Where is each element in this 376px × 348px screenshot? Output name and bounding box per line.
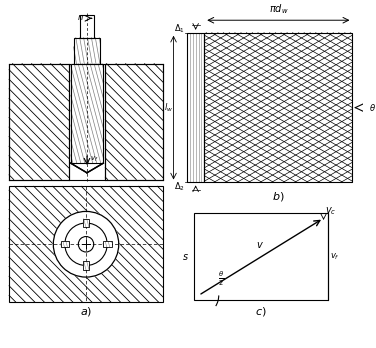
Bar [9,186,163,302]
Bar [71,64,103,163]
Text: $v$: $v$ [256,240,264,250]
Text: $n$: $n$ [77,13,84,22]
Bar [9,186,163,302]
Bar [71,163,103,173]
Bar [204,33,352,182]
Text: $\frac{\theta}{2}$: $\frac{\theta}{2}$ [218,270,224,288]
Text: $s$: $s$ [182,252,189,262]
Text: $\theta$: $\theta$ [369,102,376,113]
Circle shape [53,212,119,277]
Bar [61,242,69,247]
Text: $c)$: $c)$ [255,305,267,318]
Bar [187,33,204,182]
Bar [9,64,69,180]
Bar [83,261,89,270]
Text: $v_c$: $v_c$ [324,206,336,217]
Bar [9,64,69,180]
Bar [74,38,100,64]
Text: $v_f$: $v_f$ [90,155,99,164]
Bar [83,219,89,227]
Bar [71,64,103,163]
Bar [204,33,352,182]
Bar [61,242,69,247]
Bar [83,261,89,270]
Bar [105,64,163,180]
Bar [80,15,94,38]
Text: $a)$: $a)$ [80,305,92,318]
Bar [194,213,328,300]
Text: $\Delta_1$: $\Delta_1$ [174,23,185,35]
Text: $l_w$: $l_w$ [164,101,173,114]
Bar [187,33,204,182]
Bar [83,219,89,227]
Text: $\Delta_2$: $\Delta_2$ [174,180,185,192]
Bar [74,38,100,64]
Bar [103,242,112,247]
Text: $v_f$: $v_f$ [330,252,340,262]
Bar [105,64,163,180]
Text: $b)$: $b)$ [272,190,285,203]
Bar [80,15,94,38]
Bar [103,242,112,247]
Text: $\pi d_w$: $\pi d_w$ [268,2,288,16]
